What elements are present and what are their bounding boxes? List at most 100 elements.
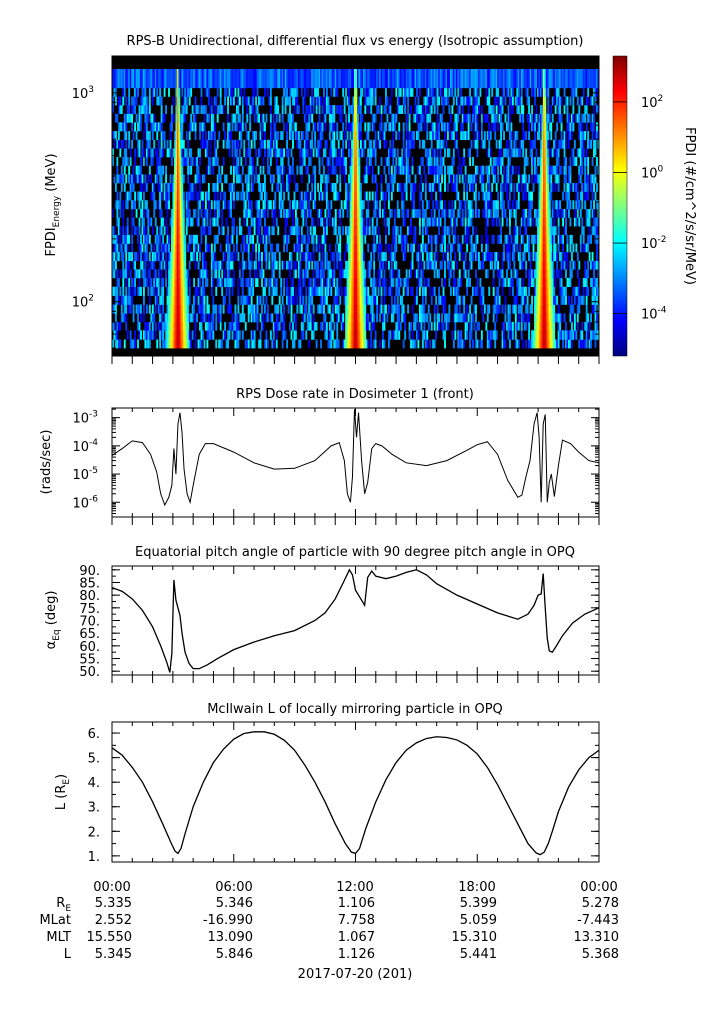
spectrogram-cell: [135, 113, 138, 123]
spectrogram-cell: [457, 286, 460, 296]
spectrogram-cell: [537, 322, 539, 331]
spectrogram-cell: [506, 322, 508, 331]
spectrogram-cell: [354, 295, 356, 305]
spectrogram-cell: [494, 295, 497, 305]
spectrogram-cell: [244, 208, 247, 218]
spectrogram-cell: [588, 252, 591, 262]
spectrogram-cell: [560, 139, 563, 149]
spectrogram-cell: [303, 139, 306, 149]
spectrogram-cell: [162, 304, 165, 314]
spectrogram-cell: [262, 183, 265, 192]
spectrogram-cell: [441, 122, 443, 132]
spectrogram-cell: [238, 122, 241, 132]
spectrogram-cell: [352, 277, 355, 288]
spectrogram-cell: [145, 148, 148, 158]
spectrogram-cell: [349, 286, 352, 296]
spectrogram-cell: [364, 313, 367, 323]
spectrogram-cell: [331, 252, 334, 262]
spectrogram-cell: [159, 191, 162, 201]
spectrogram-cell: [539, 191, 542, 201]
spectrogram-cell: [160, 208, 163, 218]
spectrogram-cell: [271, 252, 274, 262]
spectrogram-cell: [570, 304, 573, 314]
spectrogram-cell: [249, 156, 252, 166]
spectrogram-cell: [253, 174, 256, 184]
spectrogram-cell: [144, 122, 147, 132]
spectrogram-cell: [188, 122, 191, 132]
spectrogram-cell: [199, 122, 201, 132]
spectrogram-cell: [452, 148, 455, 158]
spectrogram-cell: [340, 269, 343, 279]
spectrogram-cell: [265, 243, 268, 253]
spectrogram-cell: [361, 330, 364, 340]
spectrogram-cell: [359, 139, 362, 149]
spectrogram-cell: [514, 148, 517, 158]
spectrogram-cell: [112, 286, 114, 296]
spectrogram-cell: [479, 260, 482, 270]
spectrogram-cell: [207, 200, 210, 210]
spectrogram-cell: [175, 322, 178, 331]
spectrogram-cell: [596, 295, 598, 305]
spectrogram-cell: [377, 269, 380, 279]
spectrogram-cell: [470, 260, 473, 270]
spectrogram-cell: [264, 252, 266, 262]
spectrogram-cell: [250, 174, 253, 184]
spectrogram-cell: [404, 322, 407, 331]
spectrogram-cell: [547, 295, 550, 305]
spectrogram-cell: [458, 313, 461, 323]
spectrogram-cell: [582, 148, 585, 158]
spectrogram-cell: [535, 330, 538, 340]
spectrogram-cell: [547, 165, 550, 175]
spectrogram-cell: [336, 174, 339, 184]
spectrogram-cell: [227, 200, 229, 210]
spectrogram-cell: [159, 208, 162, 218]
spectrogram-cell: [306, 234, 309, 244]
spectrogram-cell: [356, 304, 359, 314]
spectrogram-cell: [585, 208, 588, 218]
spectrogram-cell: [559, 286, 562, 296]
spectrogram-cell: [516, 243, 519, 253]
spectrogram-cell: [181, 322, 184, 331]
spectrogram-cell: [325, 286, 328, 296]
spectrogram-cell: [547, 174, 550, 184]
spectrogram-cell: [169, 269, 172, 279]
spectrogram-cell: [281, 313, 284, 323]
spectrogram-cell: [128, 139, 131, 149]
spectrogram-cell: [495, 330, 498, 340]
spectrogram-cell: [328, 286, 331, 296]
spectrogram-cell: [361, 243, 364, 253]
spectrogram-cell: [389, 105, 392, 115]
spectrogram-cell: [573, 260, 576, 270]
spectrogram-cell: [275, 339, 278, 349]
spectrogram-cell: [458, 330, 461, 340]
spectrogram-cell: [541, 131, 544, 141]
spectrogram-cell: [268, 277, 271, 288]
spectrogram-cell: [503, 131, 505, 141]
spectrogram-cell: [367, 208, 370, 218]
spectrogram-cell: [591, 304, 594, 314]
spectrogram-cell: [396, 148, 399, 158]
spectrogram-cell: [311, 286, 314, 296]
spectrogram-cell: [497, 122, 500, 132]
spectrogram-cell: [331, 131, 334, 141]
spectrogram-cell: [241, 191, 244, 201]
spectrogram-cell: [559, 139, 562, 149]
spectrogram-cell: [244, 243, 247, 253]
spectrogram-cell: [330, 113, 333, 123]
spectrogram-cell: [380, 191, 383, 201]
spectrogram-cell: [585, 105, 588, 115]
spectrogram-cell: [538, 174, 541, 184]
spectrogram-cell: [173, 304, 176, 314]
spectrogram-cell: [587, 156, 590, 166]
spectrogram-cell: [137, 322, 139, 331]
spectrogram-cell: [157, 277, 160, 288]
spectrogram-cell: [559, 252, 562, 262]
spectrogram-cell: [292, 208, 294, 218]
spectrogram-cell: [356, 234, 359, 244]
spectrogram-cell: [159, 165, 162, 175]
spectrogram-cell: [281, 113, 284, 123]
spectrogram-cell: [196, 252, 198, 262]
spectrogram-cell: [258, 339, 260, 349]
spectrogram-cell: [569, 269, 572, 279]
spectrogram-cell: [187, 269, 190, 279]
